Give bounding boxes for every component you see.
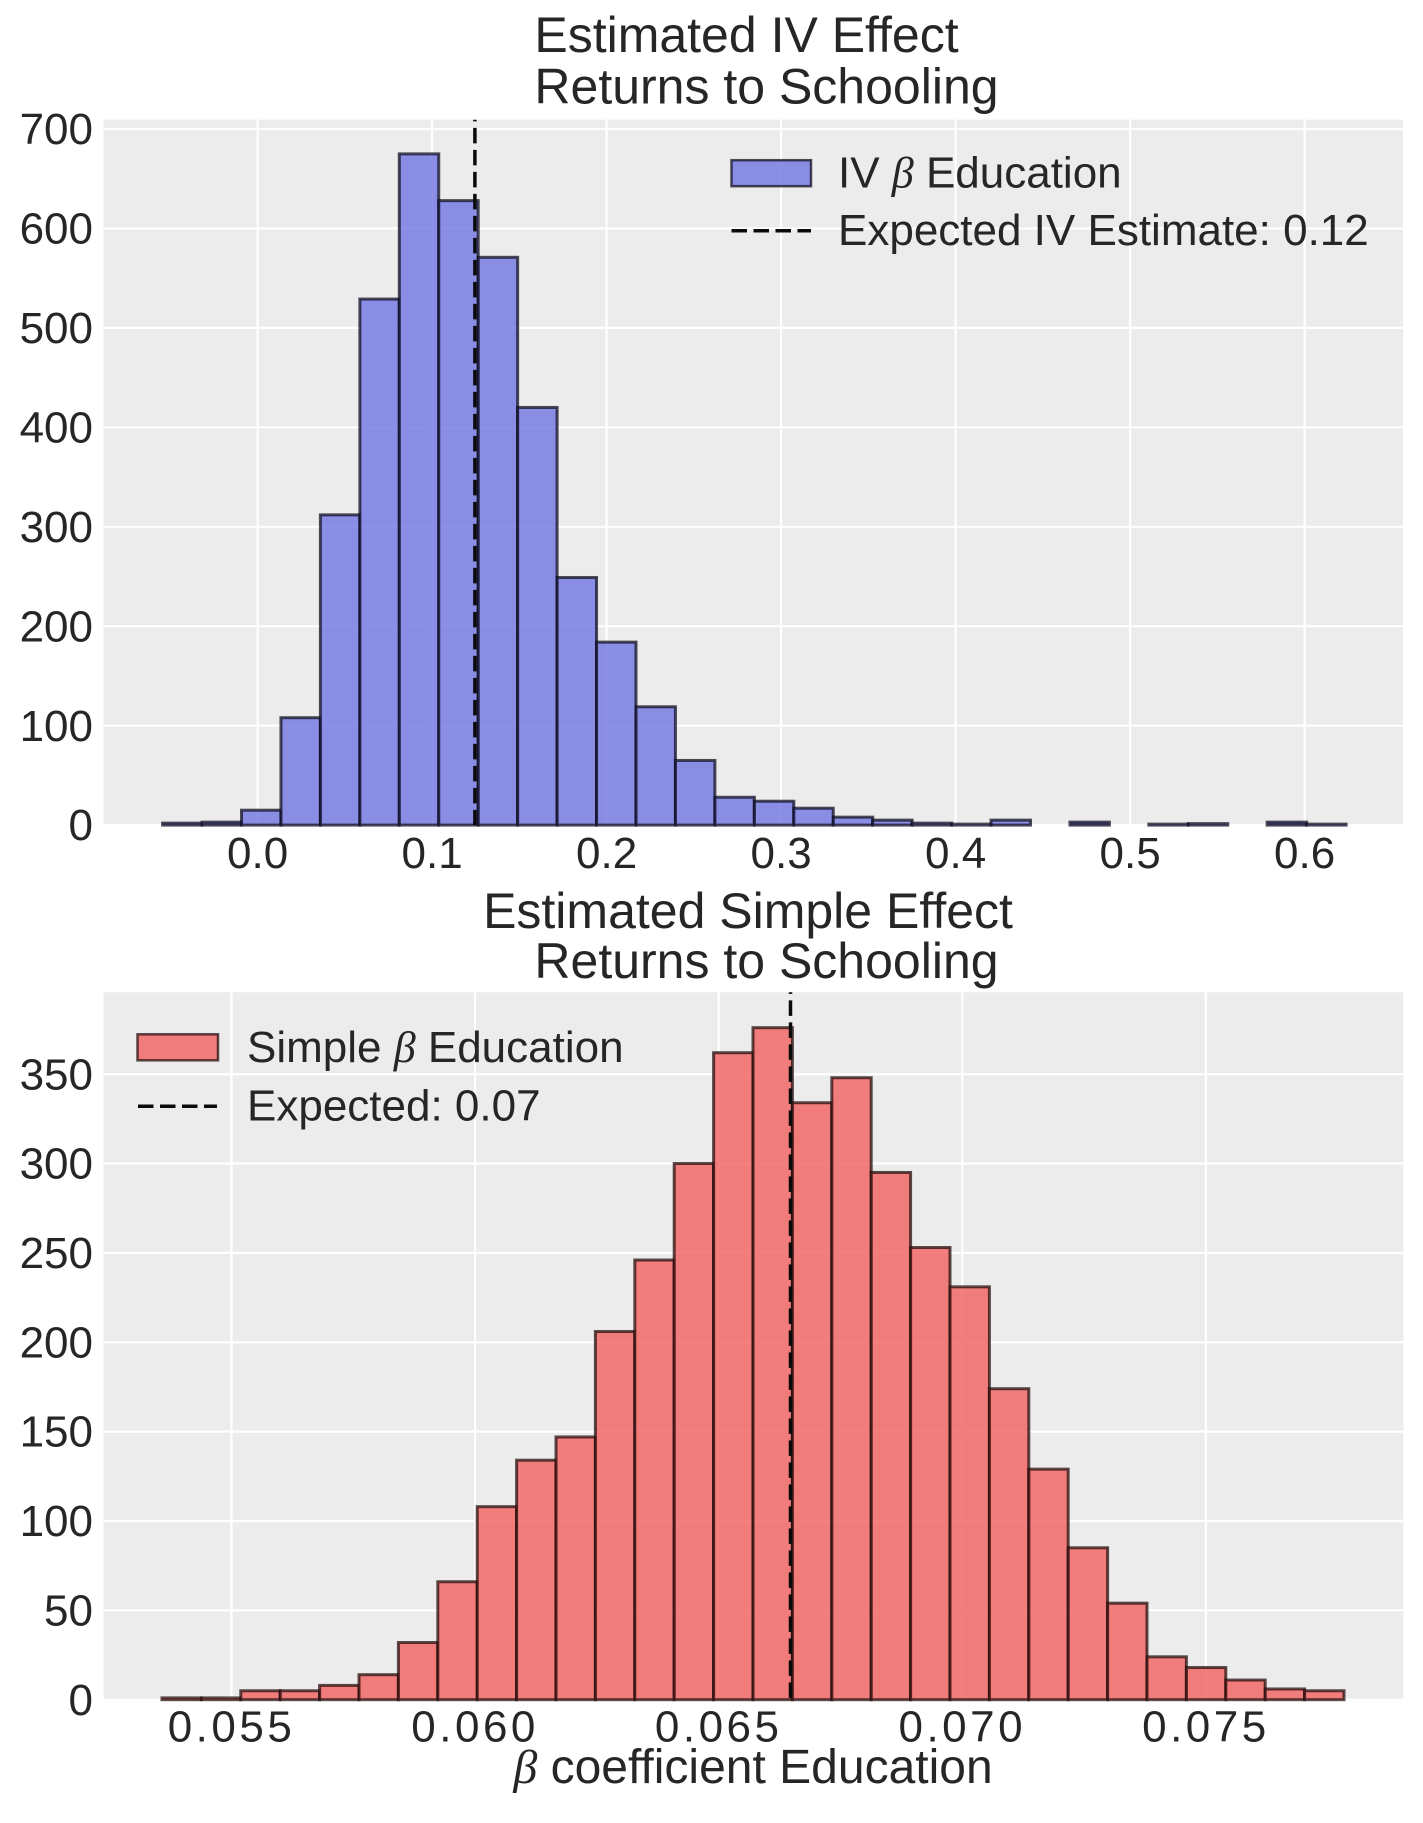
svg-text:0.4: 0.4: [925, 829, 986, 878]
svg-text:0: 0: [69, 1676, 93, 1725]
svg-text:300: 300: [20, 1140, 93, 1189]
svg-text:250: 250: [20, 1229, 93, 1278]
svg-text:IV β Education: IV β Education: [838, 149, 1122, 198]
svg-text:0.060: 0.060: [411, 1703, 539, 1752]
svg-text:Simple β Education: Simple β Education: [247, 1023, 624, 1072]
svg-text:0: 0: [69, 801, 93, 850]
svg-text:0.6: 0.6: [1274, 829, 1335, 878]
svg-text:200: 200: [20, 1318, 93, 1367]
svg-text:0.1: 0.1: [402, 829, 463, 878]
svg-text:Returns to Schooling: Returns to Schooling: [534, 933, 998, 989]
svg-text:200: 200: [20, 602, 93, 651]
svg-text:Estimated IV Effect: Estimated IV Effect: [534, 7, 958, 63]
svg-text:600: 600: [20, 205, 93, 254]
svg-text:50: 50: [44, 1586, 93, 1635]
svg-text:100: 100: [20, 702, 93, 751]
svg-text:0.5: 0.5: [1100, 829, 1161, 878]
svg-text:150: 150: [20, 1408, 93, 1457]
svg-text:400: 400: [20, 403, 93, 452]
svg-text:β coefficient Education: β coefficient Education: [512, 1741, 992, 1794]
svg-text:0.3: 0.3: [751, 829, 812, 878]
svg-text:0.0: 0.0: [227, 829, 288, 878]
svg-text:0.075: 0.075: [1142, 1703, 1270, 1752]
svg-text:100: 100: [20, 1497, 93, 1546]
svg-text:300: 300: [20, 503, 93, 552]
svg-text:500: 500: [20, 304, 93, 353]
svg-text:0.055: 0.055: [168, 1703, 296, 1752]
svg-text:Estimated Simple Effect: Estimated Simple Effect: [483, 883, 1013, 939]
svg-text:Expected IV Estimate: 0.12: Expected IV Estimate: 0.12: [838, 206, 1369, 255]
svg-text:0.070: 0.070: [898, 1703, 1026, 1752]
svg-text:350: 350: [20, 1050, 93, 1099]
svg-text:0.2: 0.2: [576, 829, 637, 878]
svg-text:700: 700: [20, 105, 93, 154]
svg-text:0.065: 0.065: [655, 1703, 783, 1752]
svg-text:Expected: 0.07: Expected: 0.07: [247, 1082, 541, 1131]
svg-text:Returns to Schooling: Returns to Schooling: [534, 59, 998, 115]
